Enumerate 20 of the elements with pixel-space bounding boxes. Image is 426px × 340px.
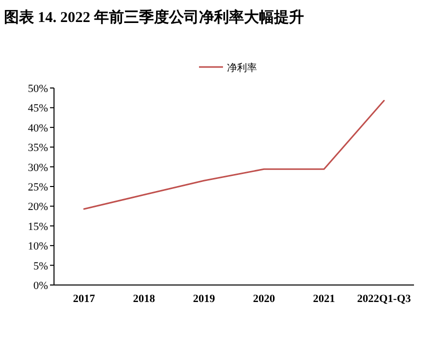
y-tick-label: 50% bbox=[28, 83, 48, 95]
y-tick-label: 45% bbox=[28, 102, 48, 115]
x-tick-label: 2017 bbox=[73, 293, 96, 305]
x-tick-label: 2020 bbox=[253, 293, 276, 305]
y-tick-label: 20% bbox=[28, 201, 48, 214]
x-tick-label: 2019 bbox=[193, 293, 216, 305]
chart-title: 图表 14. 2022 年前三季度公司净利率大幅提升 bbox=[4, 8, 304, 26]
x-tick-label: 2021 bbox=[313, 293, 335, 305]
y-tick-label: 5% bbox=[33, 260, 48, 272]
y-tick-label: 30% bbox=[28, 162, 48, 174]
x-tick-label: 2022Q1-Q3 bbox=[357, 293, 412, 305]
y-tick-label: 10% bbox=[28, 240, 48, 253]
y-tick-label: 0% bbox=[33, 280, 48, 292]
line-series bbox=[83, 100, 385, 210]
x-tick-label: 2018 bbox=[133, 293, 156, 305]
y-tick-label: 25% bbox=[28, 182, 48, 194]
y-tick-label: 35% bbox=[28, 142, 48, 154]
y-tick-label: 40% bbox=[28, 122, 48, 134]
y-tick-label: 15% bbox=[28, 220, 48, 233]
legend-label: 净利率 bbox=[227, 62, 257, 74]
